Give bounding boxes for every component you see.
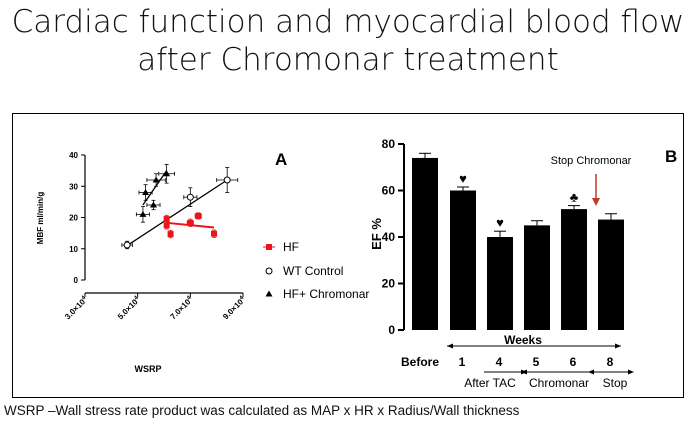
scatter-y-tick-label: 30	[69, 182, 78, 191]
scatter-x-tick-label: 9.0×104	[221, 295, 248, 322]
bar-x-label: 1	[459, 355, 466, 369]
data-point-hf	[195, 212, 202, 219]
scatter-y-tick-label: 0	[74, 276, 79, 285]
scatter-y-tick-label: 20	[69, 214, 78, 223]
legend-label: WT Control	[283, 264, 343, 278]
fit-line-1	[126, 179, 228, 247]
figure-caption: WSRP –Wall stress rate product was calcu…	[4, 403, 520, 418]
significance-marker: ♥	[459, 171, 467, 186]
scatter-x-label: WSRP	[135, 364, 162, 374]
bar-x-label: Before	[401, 355, 439, 369]
phase-label-chromonar: Chromonar	[529, 376, 589, 390]
data-point-wt	[223, 176, 231, 184]
stop-arrow	[592, 174, 600, 206]
bar-3	[524, 225, 550, 330]
data-point-chromonar	[163, 170, 171, 177]
bar-x-label: 8	[607, 355, 614, 369]
figure-panel: 0 10 20 30 40 3.0×104 5.0×104 7.0×104 9.0×104 M…	[12, 113, 684, 398]
weeks-axis	[447, 343, 634, 375]
scatter-x-tick-label: 5.0×104	[116, 295, 143, 322]
data-point-hf	[163, 222, 170, 229]
data-point-hf	[187, 219, 194, 226]
data-point-hf	[211, 230, 218, 237]
panel-label-a: A	[275, 150, 287, 169]
bar-y-tick-label: 40	[382, 230, 396, 244]
stop-chromonar-annotation: Stop Chromonar	[551, 155, 632, 167]
data-point-chromonar	[149, 201, 157, 208]
fit-line-2	[142, 170, 168, 206]
scatter-y-tick-label: 10	[69, 245, 78, 254]
legend-marker-wt	[265, 267, 273, 275]
bar-5	[598, 219, 624, 330]
scatter-y-tick-label: 40	[69, 151, 78, 160]
scatter-x-tick-label: 3.0×104	[63, 295, 90, 322]
weeks-label: Weeks	[504, 333, 542, 347]
bar-y-tick-label: 60	[382, 184, 396, 198]
bar-y-tick-label: 80	[382, 137, 396, 151]
phase-label-stop: Stop	[603, 376, 628, 390]
legend-label: HF	[283, 240, 299, 254]
bar-2	[487, 237, 513, 330]
legend-label: HF+ Chromonar	[283, 287, 369, 301]
scatter-y-label: MBF ml/min/g	[36, 192, 45, 245]
slide-title-line1: Cardiac function and myocardial blood fl…	[11, 4, 685, 40]
panel-label-b: B	[665, 147, 677, 166]
significance-marker: ♥	[496, 215, 504, 230]
scatter-x-tick-label: 7.0×104	[169, 295, 196, 322]
bar-y-tick-label: 0	[388, 323, 395, 337]
bar-x-label: 5	[533, 355, 540, 369]
scatter-chart: 0 10 20 30 40 3.0×104 5.0×104 7.0×104 9.0×104 M…	[36, 150, 369, 374]
data-point-wt	[123, 241, 131, 249]
data-point-chromonar	[142, 189, 150, 195]
slide-title-line2: after Chromonar treatment	[137, 42, 559, 78]
data-point-hf	[167, 231, 174, 238]
data-point-chromonar	[139, 210, 147, 217]
bar-4	[561, 209, 587, 330]
bar-x-label: 6	[570, 355, 577, 369]
phase-label-after-tac: After TAC	[464, 376, 516, 390]
bar-chart: 0 20 40 60 80 ♥ ♥ ♣ EF % B Stop Chromonar	[369, 137, 677, 390]
legend-marker-chromonar	[265, 290, 273, 297]
data-point-hf	[163, 216, 170, 223]
bar-0	[412, 157, 438, 330]
bar-y-label: EF %	[369, 218, 384, 250]
data-point-wt	[186, 193, 194, 201]
bar-y-tick-label: 20	[382, 277, 396, 291]
significance-marker: ♣	[570, 190, 579, 205]
bar-x-label: 4	[496, 355, 503, 369]
data-point-chromonar	[152, 176, 160, 183]
bar-1	[450, 190, 476, 330]
